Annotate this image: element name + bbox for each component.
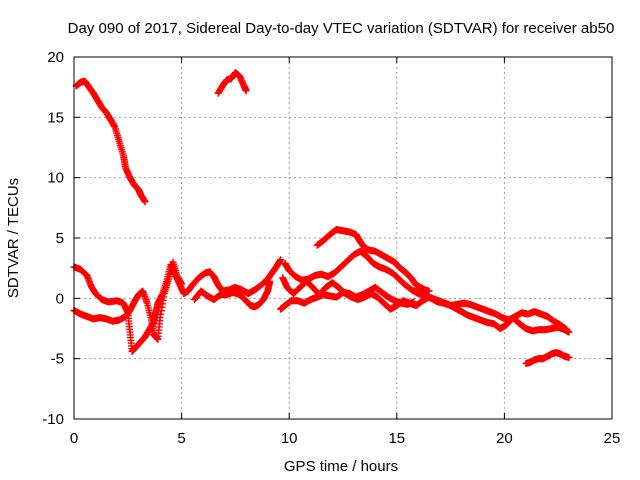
y-tick-label: 20 (47, 49, 64, 66)
x-tick-label: 5 (177, 430, 185, 447)
tick-labels: 0 5 10 15 20 25 -10 -5 0 5 10 15 20 (42, 49, 620, 447)
data-point (565, 328, 573, 336)
y-axis-label: SDTVAR / TECUs (5, 178, 22, 298)
chart-title: Day 090 of 2017, Sidereal Day-to-day VTE… (68, 20, 615, 37)
data-point (191, 294, 199, 302)
y-tick-label: -5 (51, 351, 64, 368)
data-point (191, 296, 199, 304)
y-tick-label: -10 (42, 411, 64, 428)
data-point (410, 298, 418, 306)
grid-lines (74, 57, 612, 419)
y-tick-label: 15 (47, 109, 64, 126)
y-tick-label: 5 (56, 230, 64, 247)
data-point (565, 353, 573, 361)
plot-frame (73, 56, 613, 420)
data-point (141, 198, 149, 206)
x-tick-label: 25 (604, 430, 621, 447)
x-tick-label: 15 (388, 430, 405, 447)
data-point (277, 256, 285, 264)
data-point (178, 280, 186, 288)
data-point (425, 287, 433, 295)
x-tick-label: 20 (496, 430, 513, 447)
y-tick-label: 0 (56, 290, 64, 307)
data-points (70, 69, 573, 367)
x-axis-label: GPS time / hours (284, 458, 398, 475)
x-tick-label: 10 (281, 430, 298, 447)
x-tick-label: 0 (70, 430, 78, 447)
y-tick-label: 10 (47, 170, 64, 187)
data-point (242, 87, 250, 95)
